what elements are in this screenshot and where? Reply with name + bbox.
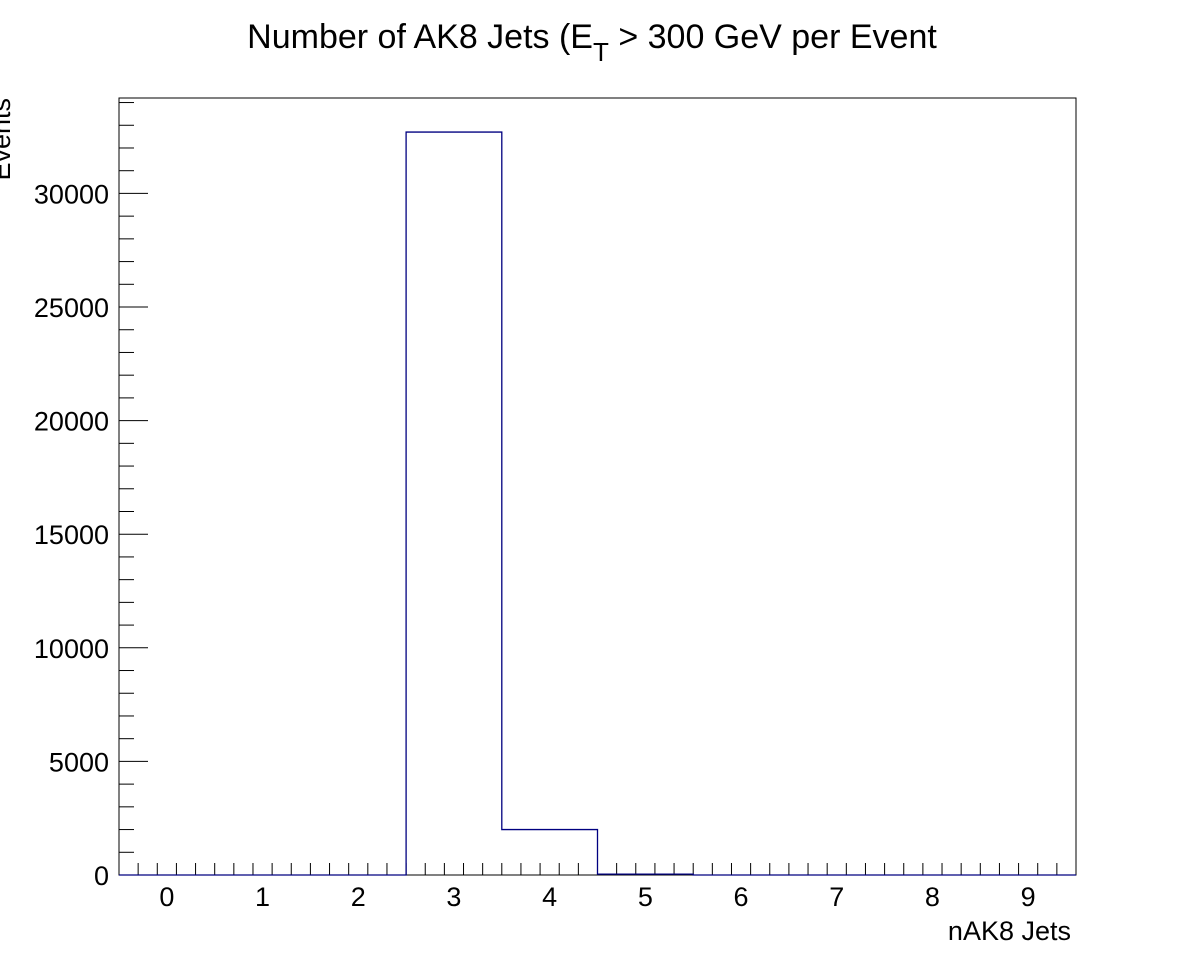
chart-title-main: Number of AK8 Jets (E <box>247 18 593 56</box>
y-tick-label: 30000 <box>34 179 109 209</box>
y-tick-label: 5000 <box>49 747 109 777</box>
histogram-outline <box>119 131 1076 876</box>
y-axis-ticks: 0 5000 10000 15000 20000 25000 30000 <box>34 102 148 891</box>
chart-title-subscript: T <box>593 37 609 67</box>
plot-frame <box>118 97 1077 876</box>
x-tick-label: 9 <box>1021 882 1036 912</box>
x-axis-ticks: 0 1 2 3 4 5 6 7 8 9 <box>118 863 1077 912</box>
chart-title-rest: > 300 GeV per Event <box>609 18 937 56</box>
x-tick-label: 4 <box>542 882 557 912</box>
histogram-bin-bar <box>406 132 502 875</box>
x-tick-label: 0 <box>159 882 174 912</box>
chart-title: Number of AK8 Jets (ET > 300 GeV per Eve… <box>247 18 937 67</box>
x-axis-label: nAK8 Jets <box>948 916 1071 946</box>
x-tick-label: 3 <box>446 882 461 912</box>
x-tick-label: 7 <box>829 882 844 912</box>
y-tick-label: 10000 <box>34 634 109 664</box>
x-tick-label: 5 <box>638 882 653 912</box>
y-tick-label: 20000 <box>34 407 109 437</box>
y-tick-label: 0 <box>94 861 109 891</box>
x-tick-label: 2 <box>351 882 366 912</box>
histogram-bin-bar <box>502 830 598 875</box>
histogram-series <box>119 131 1076 876</box>
x-tick-label: 1 <box>255 882 270 912</box>
y-axis-label: Events <box>0 98 16 181</box>
x-tick-label: 8 <box>925 882 940 912</box>
x-tick-label: 6 <box>734 882 749 912</box>
y-tick-label: 25000 <box>34 293 109 323</box>
y-tick-label: 15000 <box>34 520 109 550</box>
plot-area-border <box>118 97 1077 876</box>
